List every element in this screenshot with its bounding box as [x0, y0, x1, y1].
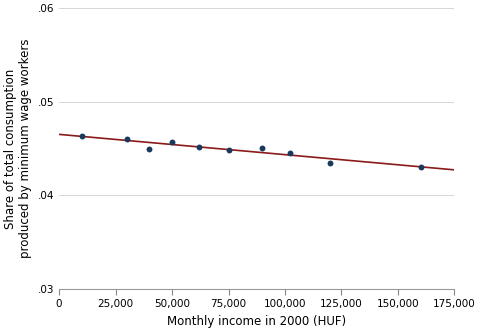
Point	[225, 148, 232, 153]
Point	[259, 145, 266, 150]
Point	[195, 144, 203, 149]
Point	[123, 136, 131, 142]
Y-axis label: Share of total consumption
produced by minimum wage workers: Share of total consumption produced by m…	[4, 39, 32, 258]
X-axis label: Monthly income in 2000 (HUF): Monthly income in 2000 (HUF)	[167, 315, 347, 328]
Point	[326, 160, 334, 165]
Point	[168, 139, 176, 145]
Point	[145, 146, 153, 151]
Point	[286, 150, 293, 156]
Point	[417, 165, 424, 170]
Point	[78, 134, 85, 139]
